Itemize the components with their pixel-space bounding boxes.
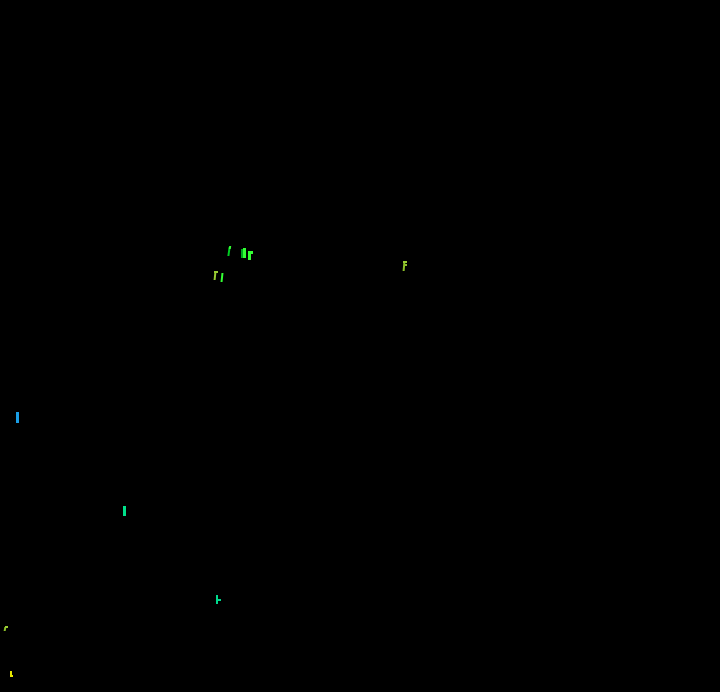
bar-fragment-blue xyxy=(15,412,20,424)
stroke-b1 xyxy=(241,249,244,258)
fleck-fragment-yellow xyxy=(9,670,15,678)
stroke-e1 xyxy=(220,273,224,282)
stroke-c1 xyxy=(248,251,251,260)
fleck-fragment-olive xyxy=(3,625,9,633)
stroke-i1 xyxy=(216,595,218,604)
stroke-b2 xyxy=(243,248,246,258)
stroke-d1 xyxy=(213,272,217,280)
stroke-d2 xyxy=(214,271,218,273)
stroke-a2 xyxy=(228,246,232,249)
glyph-fragment-right xyxy=(402,261,408,272)
stroke-i2 xyxy=(218,599,221,601)
stroke-f2 xyxy=(403,261,407,263)
stroke-k1 xyxy=(10,671,12,676)
stroke-j2 xyxy=(5,626,8,628)
stroke-g1 xyxy=(16,412,19,423)
stroke-h1 xyxy=(123,506,126,516)
stroke-f3 xyxy=(405,264,407,266)
stroke-c2 xyxy=(248,251,253,254)
glyph-cluster-primary xyxy=(210,244,260,286)
stroke-k2 xyxy=(10,675,13,677)
tick-fragment-teal xyxy=(215,595,222,605)
bar-fragment-spring-green xyxy=(122,506,127,517)
